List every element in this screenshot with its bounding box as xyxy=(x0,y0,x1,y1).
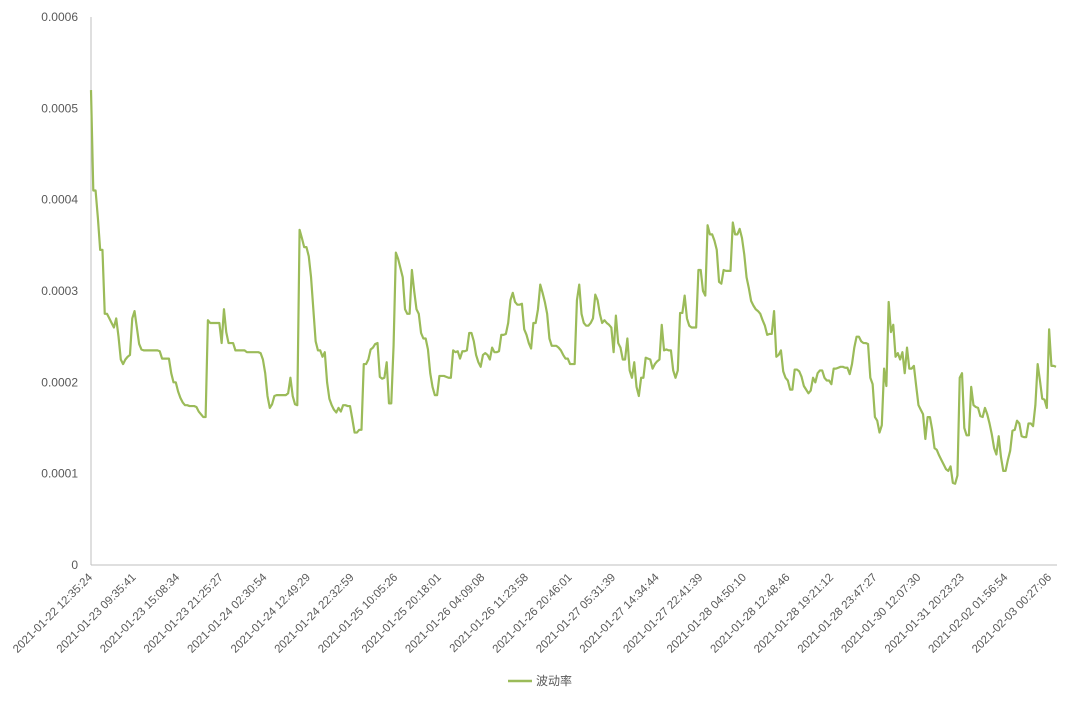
y-axis-ticks: 0 0.0001 0.0002 0.0003 0.0004 0.0005 0.0006 xyxy=(41,10,78,572)
x-tick-label: 2021-01-28 23:47:27 xyxy=(796,572,880,656)
y-tick-label: 0.0005 xyxy=(41,101,78,115)
legend-label: 波动率 xyxy=(536,673,572,688)
x-tick-label: 2021-01-25 20:18:01 xyxy=(360,572,444,656)
x-tick-label: 2021-01-26 20:46:01 xyxy=(491,572,575,656)
y-tick-label: 0.0002 xyxy=(41,375,78,389)
x-tick-label: 2021-02-02 01:56:54 xyxy=(927,571,1011,655)
legend: 波动率 xyxy=(508,673,572,688)
x-tick-label: 2021-01-26 11:23:58 xyxy=(448,572,531,655)
x-tick-label: 2021-01-27 05:31:39 xyxy=(534,572,618,656)
x-tick-label: 2021-01-27 22:41:39 xyxy=(621,572,705,656)
x-tick-label: 2021-01-27 14:34:44 xyxy=(578,571,662,655)
x-tick-label: 2021-01-23 09:35:41 xyxy=(55,572,139,656)
x-tick-label: 2021-01-24 12:49:29 xyxy=(229,572,313,656)
x-tick-label: 2021-01-23 21:25:27 xyxy=(142,572,226,656)
y-tick-label: 0.0003 xyxy=(41,284,78,298)
y-tick-label: 0.0001 xyxy=(41,467,78,481)
x-tick-label: 2021-01-26 04:09:08 xyxy=(403,572,487,656)
x-tick-label: 2021-01-31 20:23:23 xyxy=(883,572,967,656)
y-tick-label: 0.0004 xyxy=(41,193,78,207)
x-tick-label: 2021-01-28 12:48:46 xyxy=(709,572,793,656)
x-tick-label: 2021-01-23 15:08:34 xyxy=(98,571,182,655)
y-tick-label: 0.0006 xyxy=(41,10,78,24)
x-tick-label: 2021-01-28 04:50:10 xyxy=(665,572,749,656)
x-tick-label: 2021-01-28 19:21:12 xyxy=(752,572,836,656)
volatility-series-line xyxy=(89,90,1057,485)
x-tick-label: 2021-01-24 02:30:54 xyxy=(185,571,269,655)
x-tick-label: 2021-01-24 22:32:59 xyxy=(273,572,357,656)
y-tick-label: 0 xyxy=(71,558,78,572)
x-tick-label: 2021-02-03 00:27:06 xyxy=(970,572,1054,656)
x-tick-label: 2021-01-22 12:35:24 xyxy=(11,571,95,655)
x-tick-label: 2021-01-30 12:07:30 xyxy=(839,572,923,656)
x-tick-label: 2021-01-25 10:05:26 xyxy=(316,572,400,656)
